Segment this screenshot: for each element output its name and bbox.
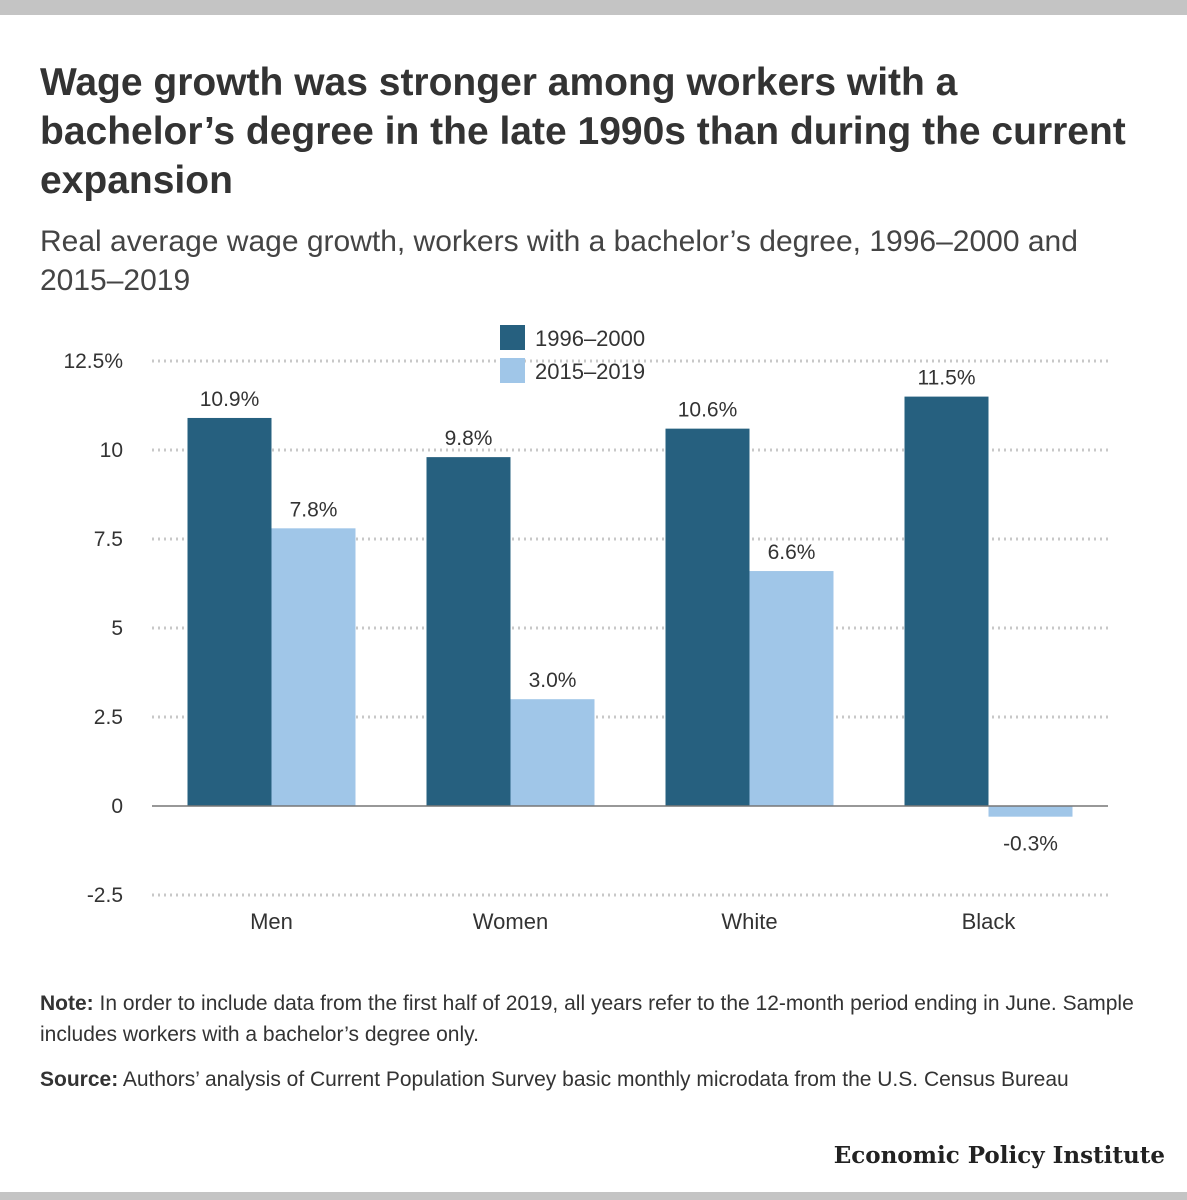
source-label: Source: xyxy=(40,1068,119,1091)
x-tick-label: Black xyxy=(962,909,1017,934)
bar-women-1996-2000 xyxy=(426,457,511,806)
bottom-border xyxy=(0,1192,1187,1200)
bar-chart: 12.5% 10 7.5 5 2.5 0 -2.5 10.9% 7.8% Men 9.8% 3.0% W… xyxy=(63,325,1108,934)
legend-label: 2015–2019 xyxy=(535,359,645,384)
publisher-logo: Economic Policy Institute xyxy=(833,1142,1165,1169)
x-tick-label: Men xyxy=(250,909,293,934)
bar-black-1996-2000 xyxy=(904,396,989,806)
chart-subtitle: Real average wage growth, workers with a… xyxy=(40,225,1078,297)
note: Note: In order to include data from the … xyxy=(40,988,1150,1050)
bar-women-2015-2019 xyxy=(510,699,595,806)
data-label: -0.3% xyxy=(1003,833,1058,856)
data-label: 10.6% xyxy=(678,399,738,422)
y-tick-label: 7.5 xyxy=(94,528,123,551)
data-label: 11.5% xyxy=(918,367,976,390)
bar-black-2015-2019 xyxy=(988,806,1073,817)
x-tick-label: White xyxy=(721,909,777,934)
data-label: 9.8% xyxy=(445,427,493,450)
data-label: 3.0% xyxy=(529,669,577,692)
y-tick-label: 10 xyxy=(100,439,123,462)
x-tick-label: Women xyxy=(473,909,548,934)
bar-white-1996-2000 xyxy=(665,428,750,806)
data-label: 7.8% xyxy=(290,498,338,521)
data-label: 6.6% xyxy=(768,541,816,564)
legend-swatch-2015-2019 xyxy=(500,358,525,383)
data-label: 10.9% xyxy=(200,388,260,411)
source: Source: Authors’ analysis of Current Pop… xyxy=(40,1064,1150,1095)
y-tick-label: -2.5 xyxy=(87,884,123,907)
legend-label: 1996–2000 xyxy=(535,326,645,351)
y-tick-label: 2.5 xyxy=(94,706,123,729)
top-border xyxy=(0,0,1187,15)
y-tick-label: 0 xyxy=(111,795,123,818)
source-text: Authors’ analysis of Current Population … xyxy=(118,1068,1069,1091)
y-tick-label: 5 xyxy=(111,617,123,640)
bar-men-2015-2019 xyxy=(271,528,356,806)
note-text: In order to include data from the first … xyxy=(40,992,1134,1046)
legend-swatch-1996-2000 xyxy=(500,325,525,350)
chart-title: Wage growth was stronger among workers w… xyxy=(40,61,1126,202)
bar-men-1996-2000 xyxy=(187,417,272,806)
y-tick-label: 12.5% xyxy=(63,350,123,373)
bar-white-2015-2019 xyxy=(749,571,834,806)
note-label: Note: xyxy=(40,992,94,1015)
